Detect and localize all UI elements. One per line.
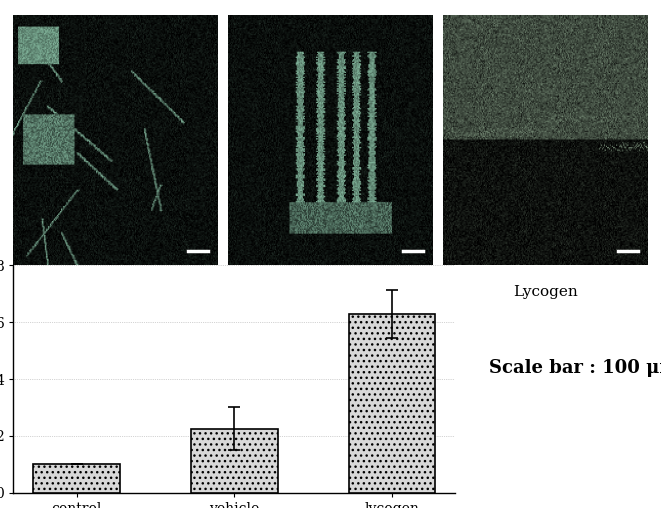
Text: Lycogen: Lycogen <box>513 285 578 299</box>
Bar <box>191 429 278 493</box>
Text: Vehicle: Vehicle <box>303 285 358 299</box>
Bar <box>33 464 120 493</box>
Bar <box>348 314 436 493</box>
Text: Scale bar : 100 μm: Scale bar : 100 μm <box>488 359 661 377</box>
Text: Control: Control <box>87 285 145 299</box>
